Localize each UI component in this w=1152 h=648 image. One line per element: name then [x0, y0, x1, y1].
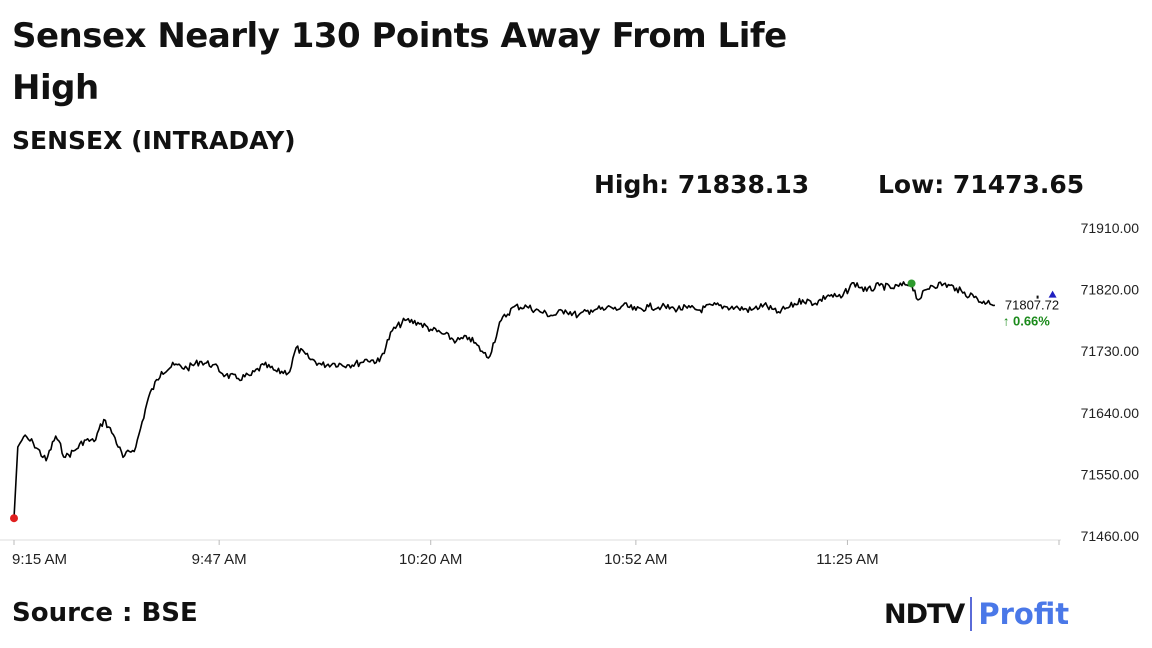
low-value: Low: 71473.65	[878, 170, 1085, 199]
logo-divider	[970, 597, 973, 631]
prev-close-marker	[1048, 290, 1057, 298]
high-point-marker	[907, 279, 916, 288]
logo-profit-text: Profit	[978, 597, 1070, 631]
change-label: ↑ 0.66%	[1003, 313, 1050, 328]
sensex-intraday-chart: 71910.00 71820.00 71730.00 71640.00 71550.00…	[0, 220, 1139, 568]
start-point-marker	[10, 514, 18, 523]
x-tick-label: 9:47 AM	[192, 551, 247, 568]
y-tick-label: 71460.00	[1081, 528, 1140, 544]
last-value-label: 71807.72	[1005, 297, 1059, 312]
x-tick-label: 10:20 AM	[399, 551, 462, 568]
logo-ndtv-text: NDTV	[884, 598, 965, 630]
x-tick-label: 11:25 AM	[816, 551, 878, 568]
y-tick-label: 71730.00	[1081, 343, 1140, 359]
source-note: Source : BSE	[12, 598, 198, 628]
markers	[10, 279, 1057, 523]
chart-subtitle: SENSEX (INTRADAY)	[12, 126, 296, 155]
high-value: High: 71838.13	[594, 170, 810, 199]
y-tick-label: 71910.00	[1081, 220, 1140, 236]
y-tick-label: 71820.00	[1081, 282, 1140, 298]
y-tick-label: 71640.00	[1081, 405, 1140, 421]
headline: Sensex Nearly 130 Points Away From Life …	[12, 16, 787, 108]
x-tick-label: 10:52 AM	[604, 551, 667, 568]
sensex-series-line	[13, 281, 995, 519]
axes	[0, 539, 1061, 545]
ndtv-profit-logo: NDTV Profit	[884, 594, 1069, 634]
prev-close-dot	[1036, 295, 1039, 299]
x-tick-label: 9:15 AM	[12, 551, 67, 568]
y-tick-label: 71550.00	[1081, 466, 1140, 482]
tick-labels: 71910.00 71820.00 71730.00 71640.00 71550.00…	[12, 220, 1139, 568]
